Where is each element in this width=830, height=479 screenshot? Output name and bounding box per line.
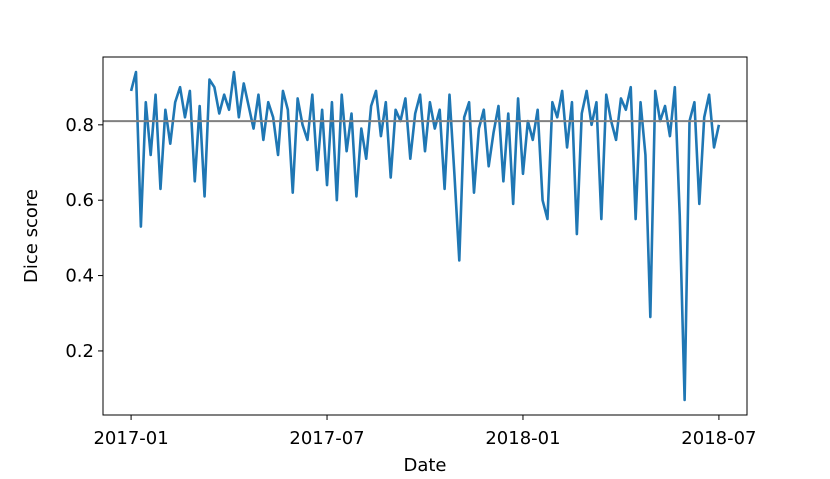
- y-tick-label: 0.2: [65, 341, 94, 362]
- x-tick-label: 2017-01: [93, 428, 168, 449]
- data-line: [129, 70, 721, 402]
- x-axis-label: Date: [403, 455, 446, 475]
- x-tick-label: 2018-07: [681, 428, 756, 449]
- y-axis-label: Dice score: [21, 189, 42, 283]
- plot-frame: [102, 56, 748, 416]
- y-tick-label: 0.6: [65, 190, 94, 211]
- x-tick-label: 2018-01: [485, 428, 560, 449]
- y-tick-label: 0.4: [65, 266, 94, 287]
- x-tick-label: 2017-07: [289, 428, 364, 449]
- y-tick-label: 0.8: [65, 115, 94, 136]
